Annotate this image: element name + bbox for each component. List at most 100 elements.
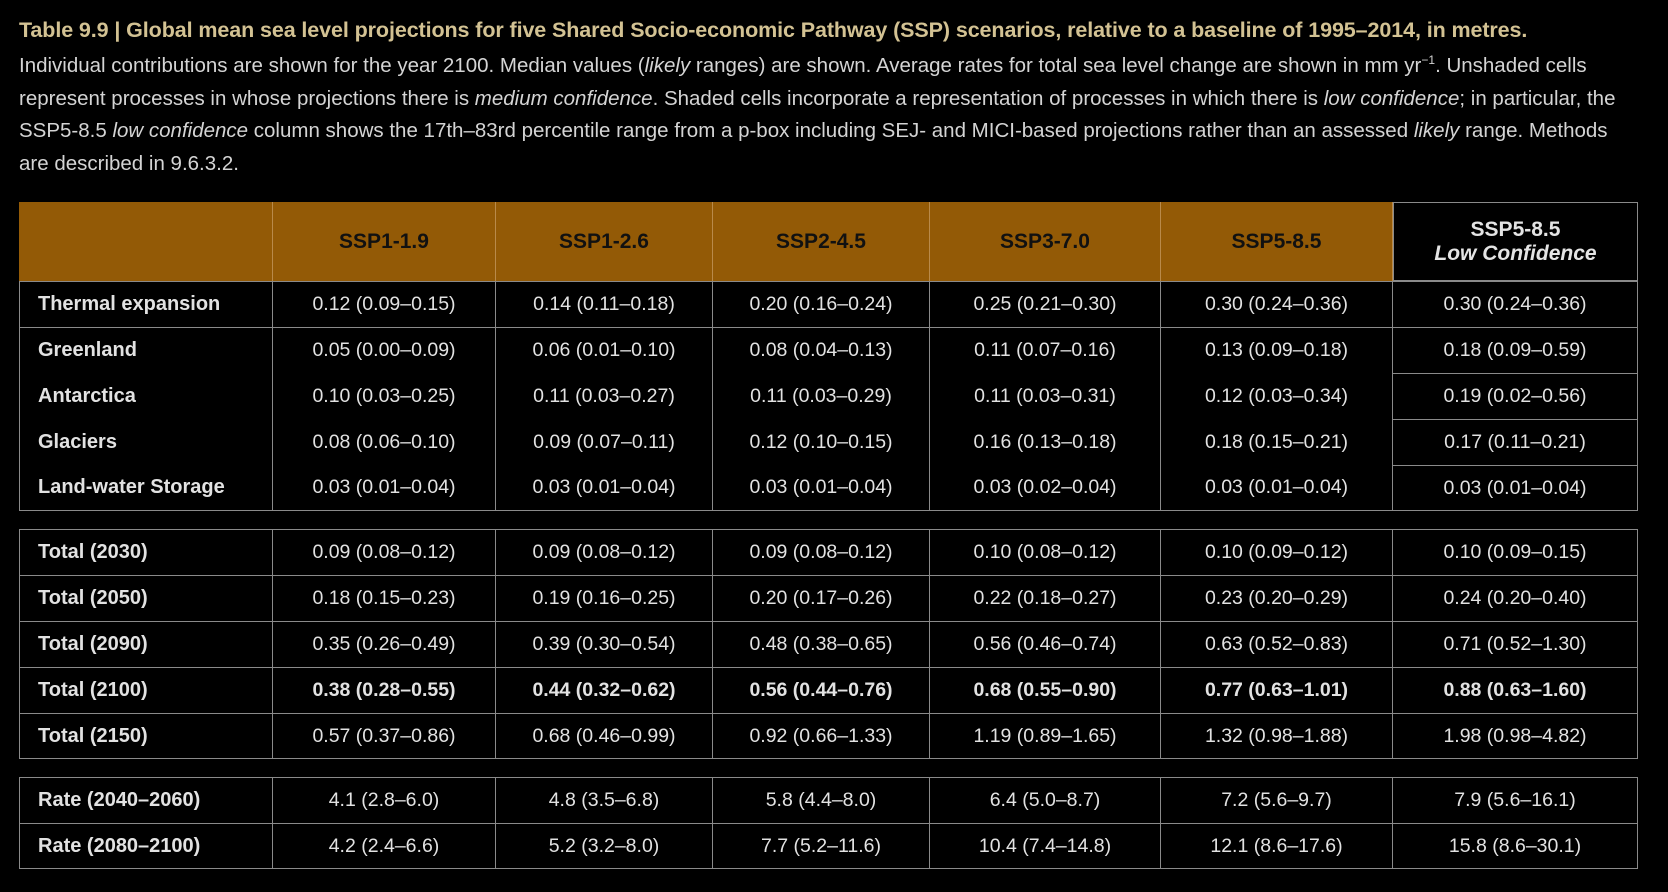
value-cell: 0.30 (0.24–0.36) — [1393, 281, 1638, 327]
header-title: SSP5-8.5 — [1231, 229, 1322, 253]
header-cell: SSP1-1.9 — [273, 202, 496, 281]
value-cell: 0.03 (0.01–0.04) — [496, 465, 713, 511]
caption-italic: low confidence — [112, 119, 249, 142]
value-cell: 0.39 (0.30–0.54) — [496, 621, 713, 667]
value-cell: 5.2 (3.2–8.0) — [496, 823, 713, 869]
value-cell: 4.8 (3.5–6.8) — [496, 777, 713, 823]
value-cell: 10.4 (7.4–14.8) — [930, 823, 1161, 869]
value-cell: 0.92 (0.66–1.33) — [713, 713, 930, 759]
header-title: SSP2-4.5 — [776, 229, 866, 253]
value-cell: 0.10 (0.08–0.12) — [930, 529, 1161, 575]
value-cell: 0.20 (0.17–0.26) — [713, 575, 930, 621]
caption-italic: likely — [1413, 119, 1460, 142]
table-caption: Individual contributions are shown for t… — [19, 50, 1639, 180]
value-cell: 6.4 (5.0–8.7) — [930, 777, 1161, 823]
value-cell: 0.13 (0.09–0.18) — [1161, 327, 1393, 373]
header-cell: SSP3-7.0 — [930, 202, 1161, 281]
header-cell: SSP5-8.5 Low Confidence — [1393, 202, 1638, 281]
value-cell: 0.09 (0.07–0.11) — [496, 419, 713, 465]
value-cell: 0.08 (0.04–0.13) — [713, 327, 930, 373]
value-cell: 0.20 (0.16–0.24) — [713, 281, 930, 327]
value-cell: 4.1 (2.8–6.0) — [273, 777, 496, 823]
value-cell: 0.03 (0.01–0.04) — [1161, 465, 1393, 511]
value-cell: 0.12 (0.10–0.15) — [713, 419, 930, 465]
caption-text: range. Methods are described in 9.6.3.2. — [19, 119, 1608, 175]
value-cell: 0.03 (0.02–0.04) — [930, 465, 1161, 511]
value-cell: 5.8 (4.4–8.0) — [713, 777, 930, 823]
value-cell: 0.18 (0.15–0.21) — [1161, 419, 1393, 465]
value-cell: 0.11 (0.03–0.27) — [496, 373, 713, 419]
header-cell: SSP1-2.6 — [496, 202, 713, 281]
value-cell: 0.14 (0.11–0.18) — [496, 281, 713, 327]
value-cell: 0.05 (0.00–0.09) — [273, 327, 496, 373]
value-cell: 0.63 (0.52–0.83) — [1161, 621, 1393, 667]
value-cell: 0.10 (0.03–0.25) — [273, 373, 496, 419]
value-cell: 1.19 (0.89–1.65) — [930, 713, 1161, 759]
value-cell: 0.12 (0.03–0.34) — [1161, 373, 1393, 419]
row-label: Total (2150) — [19, 713, 273, 759]
row-label: Total (2030) — [19, 529, 273, 575]
table-title: Table 9.9 | Global mean sea level projec… — [19, 18, 1528, 42]
value-cell: 0.88 (0.63–1.60) — [1393, 667, 1638, 713]
value-cell: 1.32 (0.98–1.88) — [1161, 713, 1393, 759]
row-label: Total (2050) — [19, 575, 273, 621]
value-cell: 15.8 (8.6–30.1) — [1393, 823, 1638, 869]
value-cell: 4.2 (2.4–6.6) — [273, 823, 496, 869]
value-cell: 0.08 (0.06–0.10) — [273, 419, 496, 465]
value-cell: 0.44 (0.32–0.62) — [496, 667, 713, 713]
value-cell: 0.71 (0.52–1.30) — [1393, 621, 1638, 667]
value-cell: 0.19 (0.16–0.25) — [496, 575, 713, 621]
row-label: Antarctica — [19, 373, 273, 419]
caption-text: column shows the 17th–83rd percentile ra… — [248, 119, 1414, 142]
row-label: Total (2090) — [19, 621, 273, 667]
caption-italic: likely — [644, 54, 691, 77]
value-cell: 7.9 (5.6–16.1) — [1393, 777, 1638, 823]
value-cell: 0.18 (0.09–0.59) — [1393, 327, 1638, 373]
value-cell: 0.68 (0.46–0.99) — [496, 713, 713, 759]
value-cell: 0.68 (0.55–0.90) — [930, 667, 1161, 713]
value-cell: 0.11 (0.07–0.16) — [930, 327, 1161, 373]
value-cell: 0.18 (0.15–0.23) — [273, 575, 496, 621]
header-title: SSP1-2.6 — [559, 229, 649, 253]
value-cell: 12.1 (8.6–17.6) — [1161, 823, 1393, 869]
value-cell: 0.03 (0.01–0.04) — [713, 465, 930, 511]
value-cell: 0.09 (0.08–0.12) — [496, 529, 713, 575]
value-cell: 0.30 (0.24–0.36) — [1161, 281, 1393, 327]
value-cell: 0.56 (0.44–0.76) — [713, 667, 930, 713]
value-cell: 7.7 (5.2–11.6) — [713, 823, 930, 869]
value-cell: 0.77 (0.63–1.01) — [1161, 667, 1393, 713]
value-cell: 0.09 (0.08–0.12) — [273, 529, 496, 575]
value-cell: 0.19 (0.02–0.56) — [1393, 373, 1638, 419]
value-cell: 0.03 (0.01–0.04) — [273, 465, 496, 511]
value-cell: 7.2 (5.6–9.7) — [1161, 777, 1393, 823]
header-title: SSP5-8.5 — [1470, 217, 1561, 241]
value-cell: 0.35 (0.26–0.49) — [273, 621, 496, 667]
caption-text: . Unshaded cells represent processes in … — [19, 54, 1587, 110]
row-label: Land-water Storage — [19, 465, 273, 511]
value-cell: 0.11 (0.03–0.31) — [930, 373, 1161, 419]
caption-text: Individual contributions are shown for t… — [19, 54, 645, 77]
value-cell: 0.22 (0.18–0.27) — [930, 575, 1161, 621]
row-label: Thermal expansion — [19, 281, 273, 327]
header-subtitle: Low Confidence — [1434, 241, 1597, 265]
value-cell: 1.98 (0.98–4.82) — [1393, 713, 1638, 759]
caption-italic: medium confidence — [474, 86, 653, 110]
header-cell — [19, 202, 273, 281]
value-cell: 0.16 (0.13–0.18) — [930, 419, 1161, 465]
header-cell: SSP5-8.5 — [1161, 202, 1393, 281]
value-cell: 0.10 (0.09–0.12) — [1161, 529, 1393, 575]
value-cell: 0.06 (0.01–0.10) — [496, 327, 713, 373]
value-cell: 0.25 (0.21–0.30) — [930, 281, 1161, 327]
value-cell: 0.12 (0.09–0.15) — [273, 281, 496, 327]
value-cell: 0.38 (0.28–0.55) — [273, 667, 496, 713]
header-title: SSP1-1.9 — [339, 229, 429, 253]
row-label: Greenland — [19, 327, 273, 373]
row-label: Total (2100) — [19, 667, 273, 713]
value-cell: 0.17 (0.11–0.21) — [1393, 419, 1638, 465]
value-cell: 0.48 (0.38–0.65) — [713, 621, 930, 667]
caption-italic: low confidence — [1323, 86, 1460, 110]
value-cell: 0.57 (0.37–0.86) — [273, 713, 496, 759]
caption-text: . Shaded cells incorporate a representat… — [652, 86, 1324, 110]
header-cell: SSP2-4.5 — [713, 202, 930, 281]
